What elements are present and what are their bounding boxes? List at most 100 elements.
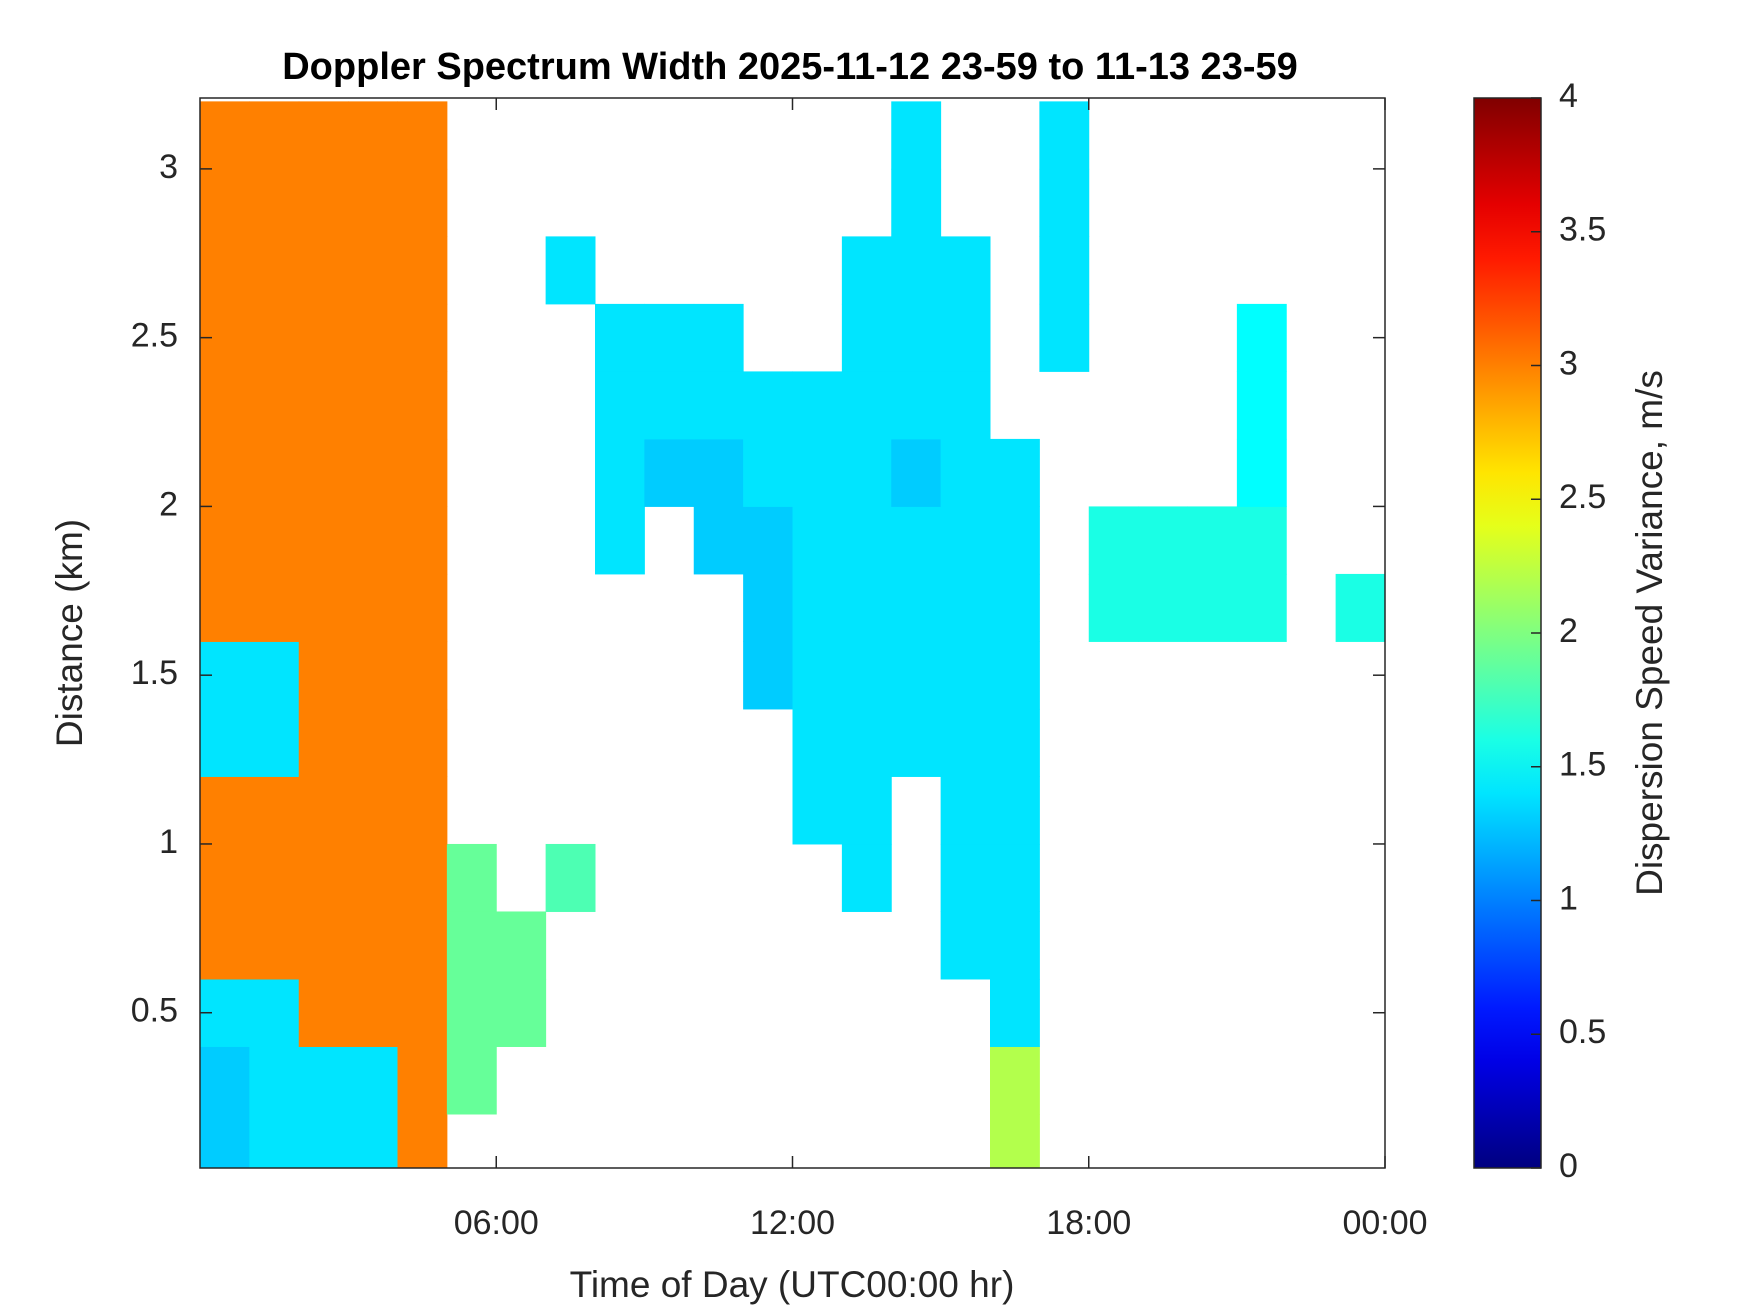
y-axis-label: Distance (km) bbox=[49, 519, 90, 747]
heatmap-cell bbox=[1039, 303, 1090, 372]
heatmap-cell bbox=[348, 1113, 398, 1168]
heatmap-cell bbox=[348, 303, 398, 372]
y-tick-label: 2 bbox=[159, 485, 178, 523]
heatmap-cell bbox=[298, 168, 349, 237]
heatmap-cell bbox=[249, 303, 300, 372]
y-tick-label: 1.5 bbox=[131, 654, 178, 692]
heatmap-cell bbox=[298, 236, 349, 305]
heatmap-cell bbox=[249, 776, 300, 845]
heatmap-cell bbox=[1088, 573, 1139, 642]
heatmap-cell bbox=[298, 303, 349, 372]
y-tick-label: 0.5 bbox=[131, 992, 178, 1030]
heatmap-cell bbox=[1236, 506, 1287, 575]
heatmap-cell bbox=[397, 236, 448, 305]
heatmap-cell bbox=[200, 843, 250, 912]
heatmap-cell bbox=[891, 101, 942, 170]
heatmap-cell bbox=[446, 911, 497, 980]
heatmap-cell bbox=[792, 506, 843, 575]
heatmap-cell bbox=[1236, 438, 1287, 507]
heatmap-cell bbox=[1088, 506, 1139, 575]
chart-title: Doppler Spectrum Width 2025-11-12 23-59 … bbox=[282, 46, 1298, 88]
heatmap-cell bbox=[595, 438, 645, 507]
heatmap-cell bbox=[990, 573, 1040, 642]
heatmap-cell bbox=[693, 438, 744, 507]
heatmap-cell bbox=[397, 101, 448, 170]
heatmap-cell bbox=[1039, 236, 1090, 305]
heatmap-cell bbox=[891, 236, 942, 305]
heatmap-cell bbox=[891, 506, 942, 575]
heatmap-cell bbox=[348, 438, 398, 507]
heatmap-cell bbox=[1039, 168, 1090, 237]
heatmap-cell bbox=[200, 911, 250, 980]
heatmap-cell bbox=[249, 978, 300, 1047]
heatmap-cell bbox=[249, 371, 300, 440]
heatmap-cell bbox=[743, 573, 793, 642]
heatmap-cell bbox=[397, 168, 448, 237]
heatmap-cell bbox=[298, 911, 349, 980]
heatmap-cell bbox=[940, 708, 991, 777]
heatmap-cell bbox=[990, 911, 1040, 980]
colorbar-tick-label: 1 bbox=[1559, 879, 1578, 917]
heatmap-cell bbox=[200, 506, 250, 575]
heatmap-cell bbox=[496, 978, 547, 1047]
heatmap-cell bbox=[348, 371, 398, 440]
colorbar-tick-label: 2 bbox=[1559, 612, 1578, 650]
colorbar-tick-label: 4 bbox=[1559, 77, 1578, 115]
heatmap-cell bbox=[990, 1046, 1040, 1115]
heatmap-cell bbox=[891, 303, 942, 372]
heatmap-cell bbox=[841, 776, 892, 845]
heatmap-cell bbox=[644, 371, 695, 440]
heatmap-cell bbox=[1187, 506, 1238, 575]
heatmap-cell bbox=[298, 371, 349, 440]
heatmap-cell bbox=[841, 573, 892, 642]
heatmap-cell bbox=[891, 573, 942, 642]
heatmap-cell bbox=[841, 506, 892, 575]
heatmap-cell bbox=[298, 438, 349, 507]
heatmap-cell bbox=[792, 371, 843, 440]
heatmap-cell bbox=[940, 303, 991, 372]
y-tick-label: 2.5 bbox=[131, 317, 178, 355]
heatmap-cell bbox=[1138, 506, 1188, 575]
heatmap-cell bbox=[743, 641, 793, 710]
heatmap-cell bbox=[397, 1046, 448, 1115]
heatmap-cell bbox=[990, 843, 1040, 912]
heatmap-cell bbox=[940, 641, 991, 710]
heatmap-cell bbox=[841, 303, 892, 372]
heatmap-cell bbox=[792, 776, 843, 845]
heatmap-cell bbox=[397, 843, 448, 912]
heatmap-cell bbox=[200, 236, 250, 305]
heatmap-cell bbox=[200, 708, 250, 777]
x-axis-label: Time of Day (UTC00:00 hr) bbox=[570, 1264, 1015, 1305]
heatmap-cell bbox=[249, 168, 300, 237]
heatmap-cell bbox=[348, 708, 398, 777]
heatmap-cell bbox=[348, 1046, 398, 1115]
heatmap-cell bbox=[249, 101, 300, 170]
heatmap-cell bbox=[693, 506, 744, 575]
heatmap-cell bbox=[1236, 371, 1287, 440]
heatmap-cell bbox=[891, 168, 942, 237]
heatmap-cell bbox=[200, 1046, 250, 1115]
heatmap-cell bbox=[397, 371, 448, 440]
heatmap-cell bbox=[249, 506, 300, 575]
heatmap bbox=[200, 101, 1385, 1168]
colorbar-tick-label: 2.5 bbox=[1559, 478, 1606, 516]
heatmap-cell bbox=[249, 708, 300, 777]
heatmap-cell bbox=[249, 438, 300, 507]
heatmap-cell bbox=[990, 776, 1040, 845]
heatmap-cell bbox=[595, 506, 645, 575]
heatmap-cell bbox=[298, 1046, 349, 1115]
heatmap-cell bbox=[792, 573, 843, 642]
heatmap-cell bbox=[1236, 573, 1287, 642]
colorbar-tick-label: 3 bbox=[1559, 344, 1578, 382]
heatmap-cell bbox=[298, 978, 349, 1047]
heatmap-cell bbox=[200, 1113, 250, 1168]
heatmap-cell bbox=[348, 641, 398, 710]
heatmap-cell bbox=[891, 708, 942, 777]
heatmap-cell bbox=[990, 506, 1040, 575]
heatmap-cell bbox=[298, 1113, 349, 1168]
colorbar-tick-label: 0.5 bbox=[1559, 1013, 1606, 1051]
heatmap-cell bbox=[397, 978, 448, 1047]
heatmap-cell bbox=[397, 438, 448, 507]
heatmap-cell bbox=[348, 911, 398, 980]
